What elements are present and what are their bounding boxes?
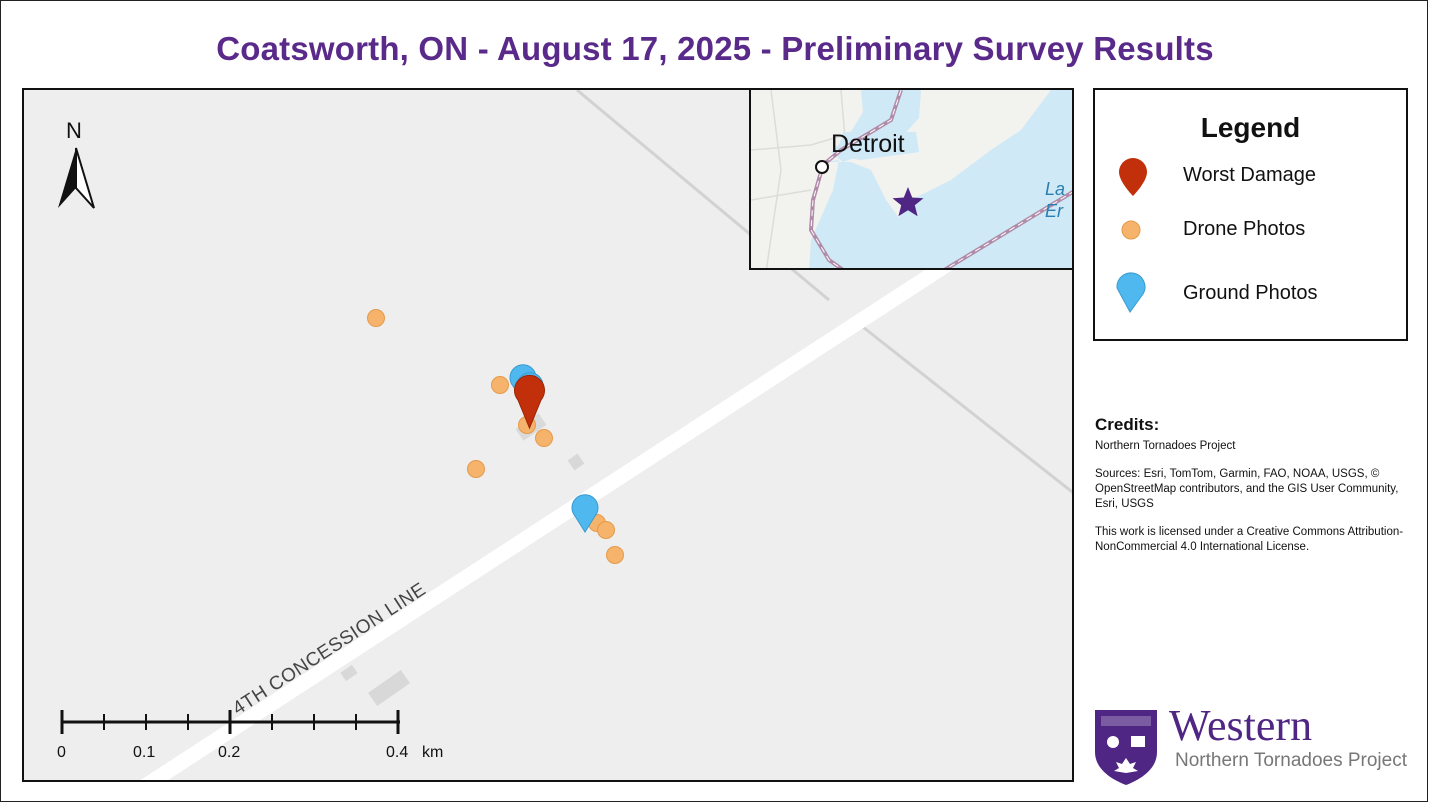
red-map-pin-icon (1119, 158, 1147, 196)
lake-label-line1: La (1045, 179, 1066, 199)
drone-photo-marker[interactable] (606, 546, 624, 564)
credits: Credits: Northern Tornadoes Project Sour… (1095, 415, 1415, 568)
drone-photo-marker[interactable] (535, 429, 553, 447)
inset-canvas (751, 90, 1072, 268)
scale-label: 0.2 (218, 744, 241, 761)
scale-unit: km (422, 744, 444, 761)
logo-name: Western (1169, 701, 1313, 750)
road-4th-concession (140, 253, 959, 780)
credits-heading: Credits: (1095, 415, 1160, 434)
legend: Legend Worst Damage Drone Photos Ground … (1093, 88, 1408, 341)
detroit-point (815, 160, 829, 174)
north-label: N (66, 118, 82, 143)
legend-label: Ground Photos (1183, 282, 1318, 304)
building (340, 664, 358, 682)
legend-item-drone-photos: Drone Photos (1113, 208, 1403, 248)
western-logo: Western Northern Tornadoes Project (1093, 701, 1413, 786)
scale-label: 0.4 (386, 744, 409, 761)
orange-dot-icon (1121, 220, 1141, 240)
page-title: Coatsworth, ON - August 17, 2025 - Preli… (216, 30, 1214, 67)
lot-line (853, 318, 1072, 494)
ground-photo-marker[interactable] (571, 494, 599, 533)
credits-license: This work is licensed under a Creative C… (1095, 526, 1404, 553)
drone-photo-marker[interactable] (597, 521, 615, 539)
scale-label: 0 (57, 744, 66, 761)
north-arrow-icon (58, 147, 95, 209)
legend-label: Worst Damage (1183, 164, 1317, 186)
building (567, 453, 585, 471)
inset-map[interactable]: Detroit La Er (749, 88, 1074, 270)
inset-city-label: Detroit (831, 130, 905, 158)
building (368, 669, 410, 707)
legend-item-worst-damage: Worst Damage (1113, 154, 1403, 196)
legend-item-ground-photos: Ground Photos (1113, 272, 1403, 313)
legend-label: Drone Photos (1183, 218, 1306, 240)
western-shield-icon (1095, 710, 1157, 785)
blue-map-pin-icon (1116, 272, 1146, 313)
drone-photo-marker[interactable] (467, 460, 485, 478)
logo-subtitle: Northern Tornadoes Project (1175, 750, 1407, 771)
credits-sources: Sources: Esri, TomTom, Garmin, FAO, NOAA… (1095, 468, 1399, 510)
drone-photo-marker[interactable] (491, 376, 509, 394)
map-canvas (140, 90, 1072, 780)
drone-photo-marker[interactable] (367, 309, 385, 327)
scale-label: 0.1 (133, 744, 156, 761)
inset-lake-label: La Er (1045, 178, 1065, 222)
legend-title: Legend (1200, 112, 1301, 143)
lake-label-line2: Er (1045, 201, 1063, 221)
worst-damage-marker[interactable] (514, 374, 545, 430)
credits-author: Northern Tornadoes Project (1095, 440, 1236, 452)
event-location-star-icon (892, 187, 924, 217)
scale-bar (60, 710, 400, 734)
